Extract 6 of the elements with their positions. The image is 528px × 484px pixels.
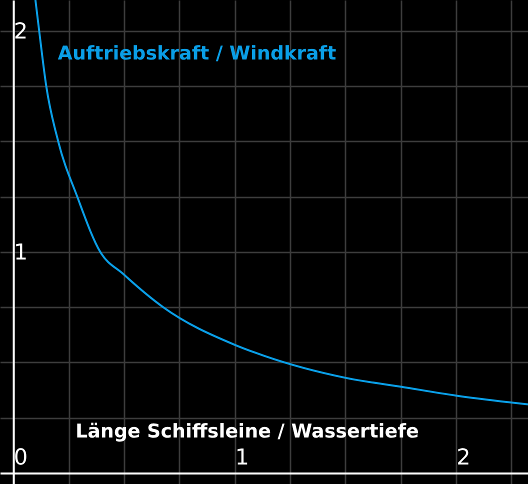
x-tick-label: 0 bbox=[14, 445, 28, 470]
x-tick-label: 1 bbox=[235, 445, 250, 470]
line-series bbox=[34, 0, 528, 406]
x-axis-title: Länge Schiffsleine / Wassertiefe bbox=[76, 420, 419, 442]
x-tick-label: 2 bbox=[456, 445, 471, 470]
y-axis-title: Auftriebskraft / Windkraft bbox=[58, 42, 336, 64]
